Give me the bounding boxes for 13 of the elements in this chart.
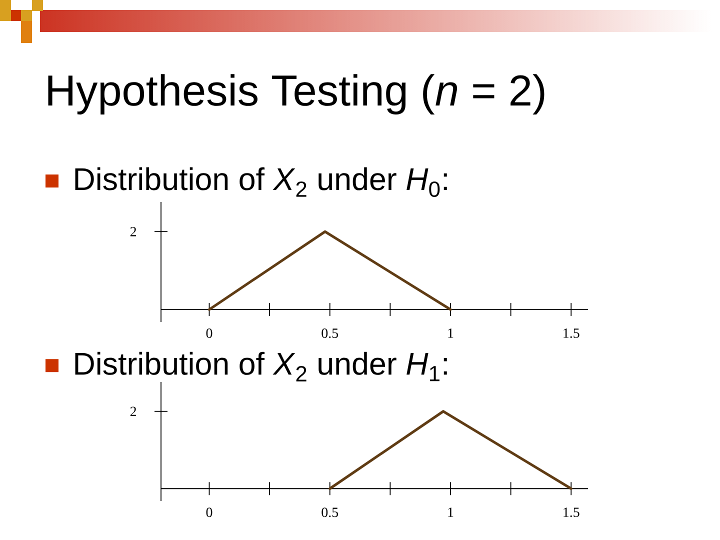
x-tick-label: 1.5 <box>564 328 580 338</box>
text: 2 <box>130 406 136 416</box>
x-tick-label: 0.5 <box>322 328 338 338</box>
text: 2 <box>130 226 136 236</box>
x-tick-label: 1 <box>448 508 454 517</box>
x-tick-label: 0.5 <box>322 508 338 518</box>
chart-subtitle: Distribution of X$_{2}$ under H$_{1}$: <box>75 352 447 382</box>
x-tick-label: 1 <box>448 328 454 338</box>
x-tick-label: 0 <box>206 508 212 518</box>
x-tick-label: 0 <box>206 328 212 338</box>
x-tick-label: 1.5 <box>564 508 580 518</box>
chart-title: Hypothesis Testing (n = 2) <box>48 74 544 114</box>
chart-subtitle: Distribution of X$_{2}$ under H$_{0}$: <box>75 167 447 198</box>
